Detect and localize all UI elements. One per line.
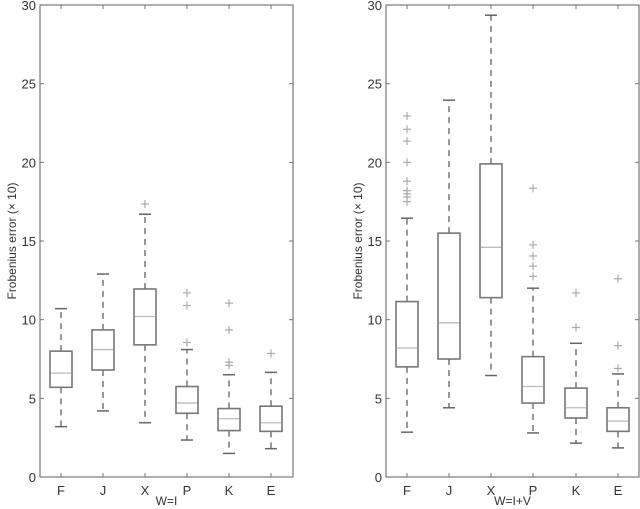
y-tick-label: 5 (375, 391, 382, 406)
outlier-marker (141, 200, 149, 209)
y-tick-label: 30 (22, 0, 36, 13)
y-tick-label: 15 (22, 234, 36, 249)
outlier-marker (225, 325, 233, 334)
iqr-box (91, 329, 115, 371)
y-tick-label: 25 (22, 77, 36, 92)
y-tick-label: 10 (22, 313, 36, 328)
box-E (606, 274, 630, 449)
boxplot-panel-1: 0 5 10 15 20 25 30 F J X P K E W=I Frobenius error (× … (5, 0, 294, 508)
axes-frame (385, 4, 640, 478)
outlier-marker (572, 288, 580, 297)
box-P (521, 184, 545, 434)
box-F (395, 111, 419, 433)
outlier-marker (183, 301, 191, 310)
iqr-box (395, 300, 419, 368)
outlier-marker (529, 251, 537, 260)
outlier-marker (614, 341, 622, 350)
boxplot-panel-2: 0 5 10 15 20 25 30 F J X P K E W=I+V Frobenius error (… (351, 0, 640, 508)
iqr-box (437, 232, 461, 360)
outlier-marker (225, 358, 233, 367)
iqr-box (175, 385, 199, 415)
outlier-marker (225, 299, 233, 308)
y-tick-label: 30 (368, 0, 382, 13)
iqr-box (217, 407, 241, 432)
x-tick-label: X (487, 483, 496, 498)
box-F (49, 307, 73, 428)
outlier-marker (403, 125, 411, 134)
y-tick-label: 20 (22, 155, 36, 170)
box-P (175, 288, 199, 441)
x-axis-label: W=I (156, 494, 178, 508)
iqr-box (479, 163, 503, 299)
x-tick-label: K (225, 483, 234, 498)
iqr-box (49, 350, 73, 389)
box-J (91, 273, 115, 412)
x-tick-label: K (572, 483, 581, 498)
box-X (479, 14, 503, 377)
y-tick-label: 0 (29, 470, 36, 485)
outlier-marker (572, 323, 580, 332)
box-K (217, 299, 241, 455)
x-tick-label: J (100, 483, 107, 498)
box-X (133, 200, 157, 424)
outlier-marker (614, 274, 622, 283)
y-tick-label: 20 (368, 155, 382, 170)
x-tick-label: P (183, 483, 192, 498)
x-tick-label: X (141, 483, 150, 498)
x-tick-label: E (267, 483, 276, 498)
x-tick-label: J (446, 483, 453, 498)
outlier-marker (403, 137, 411, 146)
outlier-marker (529, 240, 537, 249)
y-axis-label: Frobenius error (× 10) (5, 182, 19, 299)
iqr-box (259, 405, 283, 433)
iqr-box (133, 288, 157, 346)
outlier-marker (267, 349, 275, 358)
iqr-box (606, 406, 630, 433)
outlier-marker (403, 111, 411, 120)
iqr-box (564, 387, 588, 419)
x-tick-label: F (403, 483, 411, 498)
box-E (259, 349, 283, 450)
outlier-marker (183, 338, 191, 347)
outlier-marker (403, 158, 411, 167)
y-tick-label: 0 (375, 470, 382, 485)
y-tick-label: 15 (368, 234, 382, 249)
outlier-marker (529, 272, 537, 281)
outlier-marker (529, 262, 537, 271)
y-tick-label: 25 (368, 77, 382, 92)
box-K (564, 288, 588, 444)
x-tick-label: E (614, 483, 623, 498)
outlier-marker (529, 184, 537, 193)
box-J (437, 99, 461, 409)
outlier-marker (183, 288, 191, 297)
outlier-marker (614, 364, 622, 373)
y-axis-label: Frobenius error (× 10) (351, 182, 365, 299)
x-axis-label: W=I+V (494, 494, 531, 508)
y-tick-label: 10 (368, 313, 382, 328)
outlier-marker (403, 186, 411, 195)
x-tick-label: F (57, 483, 65, 498)
outlier-marker (403, 177, 411, 186)
y-tick-label: 5 (29, 391, 36, 406)
x-tick-label: P (529, 483, 538, 498)
axes-frame (39, 4, 294, 478)
iqr-box (521, 355, 545, 404)
